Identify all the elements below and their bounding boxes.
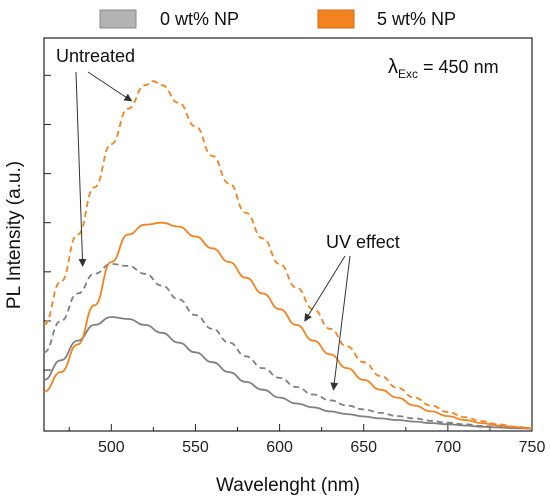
series-line-1 <box>43 263 533 430</box>
series-layer <box>43 80 533 430</box>
series-line-0 <box>43 316 533 430</box>
annotation-uv-effect: UV effect <box>326 232 400 252</box>
excitation-value: = 450 nm <box>418 57 499 77</box>
x-tick-label: 700 <box>435 439 462 456</box>
x-tick-label: 750 <box>519 439 546 456</box>
excitation-lambda: λ <box>388 56 398 78</box>
untreated-arrow-orange <box>87 71 133 102</box>
x-tick-label: 500 <box>98 439 125 456</box>
uv-arrow-gray <box>330 255 351 391</box>
x-tick-label: 650 <box>350 439 377 456</box>
legend-swatch-0wt <box>99 9 137 29</box>
x-tick-label: 550 <box>182 439 209 456</box>
x-axis-title: Wavelenght (nm) <box>216 475 360 496</box>
legend-label-5wt: 5 wt% NP <box>377 9 456 29</box>
annotation-untreated: Untreated <box>56 46 135 66</box>
y-axis-ticks <box>44 74 51 371</box>
plot-frame <box>43 37 533 432</box>
annotation-excitation: λExc = 450 nm <box>388 56 499 81</box>
y-axis-title: PL Intensity (a.u.) <box>4 161 25 309</box>
legend-swatch-5wt <box>317 9 355 29</box>
x-axis-ticks: 500 550 600 650 700 750 <box>68 424 546 456</box>
untreated-arrow-gray <box>75 71 87 267</box>
legend: 0 wt% NP 5 wt% NP <box>99 9 456 29</box>
excitation-subscript: Exc <box>398 67 418 81</box>
legend-label-0wt: 0 wt% NP <box>160 9 239 29</box>
annotation-arrows <box>75 71 351 391</box>
series-line-2 <box>43 221 533 430</box>
x-tick-label: 600 <box>266 439 293 456</box>
series-line-3 <box>43 80 533 430</box>
uv-arrow-orange <box>304 255 346 322</box>
